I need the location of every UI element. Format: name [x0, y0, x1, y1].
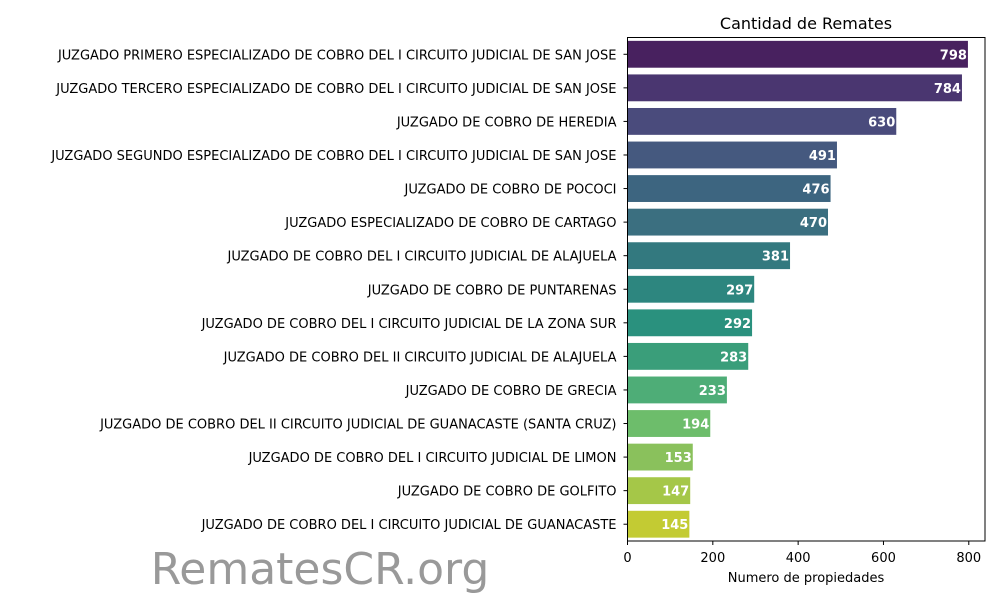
y-tick-label: JUZGADO DE COBRO DE POCOCI	[404, 183, 617, 198]
y-tick-label: JUZGADO DE COBRO DEL I CIRCUITO JUDICIAL…	[248, 451, 617, 466]
y-tick-label: JUZGADO TERCERO ESPECIALIZADO DE COBRO D…	[55, 82, 616, 97]
x-tick-label: 600	[871, 551, 896, 566]
bar	[627, 275, 755, 303]
bar-value-label: 470	[800, 216, 827, 231]
bar	[627, 342, 749, 370]
y-tick-label: JUZGADO DE COBRO DEL I CIRCUITO JUDICIAL…	[227, 250, 617, 265]
y-tick-label: JUZGADO SEGUNDO ESPECIALIZADO DE COBRO D…	[50, 149, 616, 164]
bar	[627, 242, 791, 270]
bar-value-label: 233	[699, 384, 726, 399]
bar-value-label: 147	[662, 485, 689, 500]
x-tick-label: 400	[786, 551, 811, 566]
watermark: RematesCR.org	[151, 544, 490, 595]
bar-value-label: 784	[934, 82, 961, 97]
y-tick-label: JUZGADO PRIMERO ESPECIALIZADO DE COBRO D…	[57, 48, 617, 63]
bar	[627, 309, 753, 337]
bar-value-label: 283	[720, 350, 747, 365]
x-tick-label: 800	[956, 551, 981, 566]
bar	[627, 175, 831, 202]
bar-value-label: 381	[762, 250, 789, 265]
bar	[627, 443, 693, 471]
bar-value-label: 491	[809, 149, 836, 164]
chart-title: Cantidad de Remates	[720, 14, 892, 33]
bar	[627, 510, 690, 538]
y-tick-label: JUZGADO DE COBRO DE GOLFITO	[397, 485, 617, 500]
bar-value-label: 145	[661, 518, 688, 533]
x-tick-label: 200	[700, 551, 725, 566]
y-tick-label: JUZGADO DE COBRO DE PUNTARENAS	[367, 283, 617, 298]
y-tick-label: JUZGADO DE COBRO DE HEREDIA	[396, 115, 617, 130]
y-tick-label: JUZGADO DE COBRO DEL II CIRCUITO JUDICIA…	[99, 418, 616, 433]
x-tick-label: 0	[623, 551, 631, 566]
bar	[627, 74, 962, 102]
bar	[627, 141, 837, 169]
y-tick-label: JUZGADO ESPECIALIZADO DE COBRO DE CARTAG…	[284, 216, 616, 231]
bar-value-label: 476	[802, 183, 829, 198]
bar-value-label: 798	[940, 48, 967, 63]
bar	[627, 477, 691, 505]
bar	[627, 376, 727, 404]
x-axis-label: Numero de propiedades	[728, 571, 885, 586]
y-tick-label: JUZGADO DE COBRO DE GRECIA	[405, 384, 617, 399]
y-tick-label: JUZGADO DE COBRO DEL I CIRCUITO JUDICIAL…	[201, 518, 617, 533]
bar	[627, 107, 897, 135]
bar-value-label: 153	[665, 451, 692, 466]
bar	[627, 410, 711, 437]
bar-value-label: 292	[724, 317, 751, 332]
y-tick-label: JUZGADO DE COBRO DEL I CIRCUITO JUDICIAL…	[201, 317, 617, 332]
bar	[627, 208, 829, 236]
y-tick-label: JUZGADO DE COBRO DEL II CIRCUITO JUDICIA…	[223, 350, 617, 365]
bar-value-label: 630	[868, 115, 895, 130]
bar-value-label: 194	[682, 418, 709, 433]
axes-frame	[627, 37, 986, 542]
bar	[627, 40, 968, 68]
bar-value-label: 297	[726, 283, 753, 298]
